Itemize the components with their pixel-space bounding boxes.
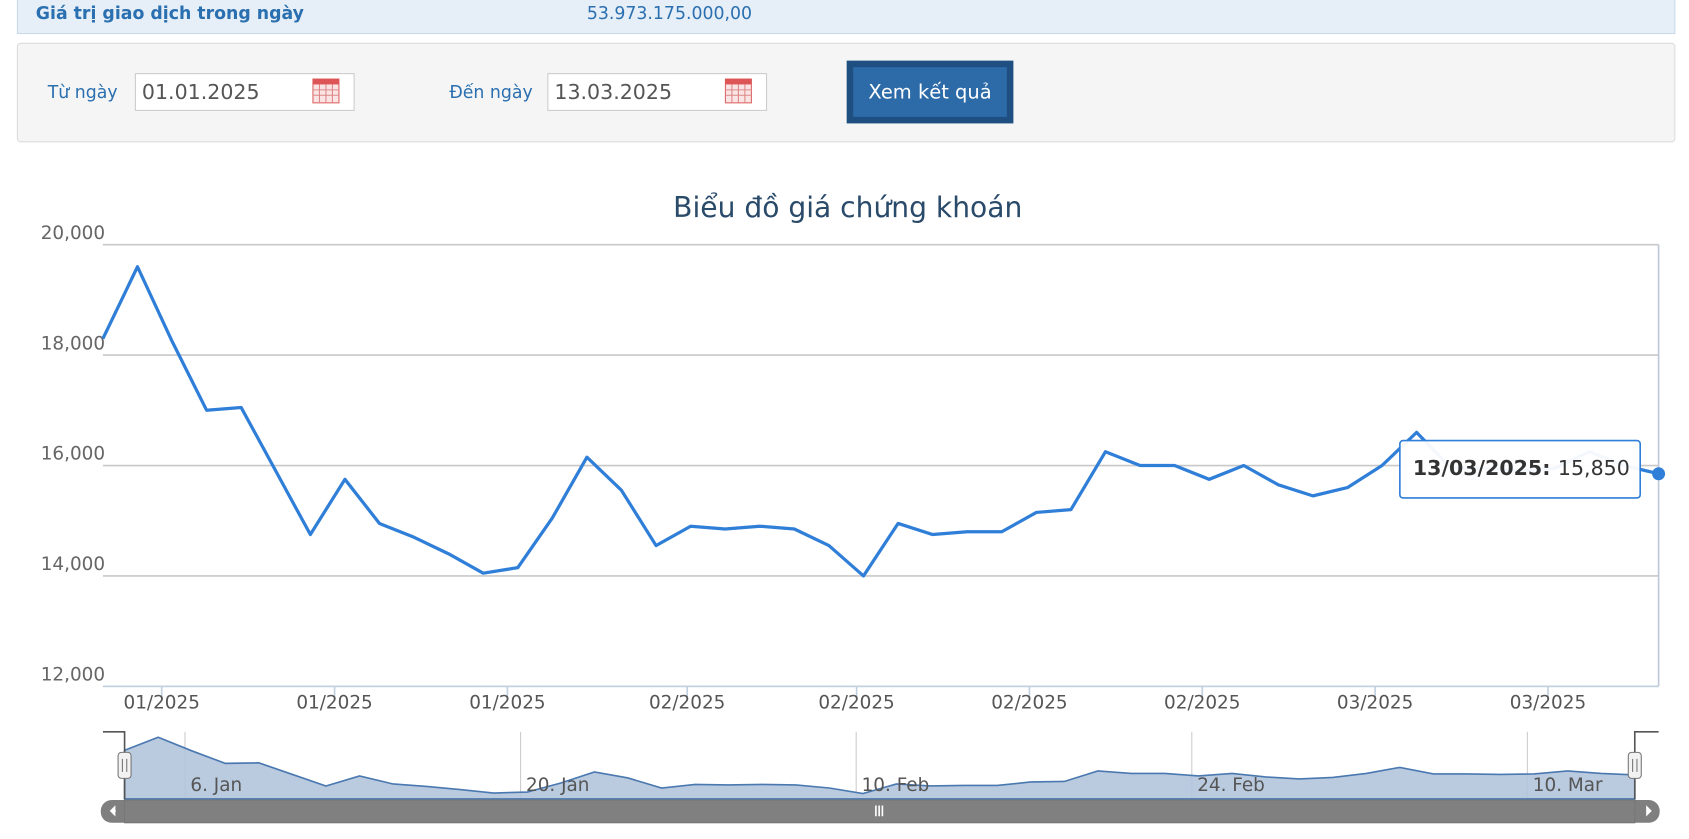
to-value: 13.03.2025 (554, 80, 672, 104)
navigator-label: 6. Jan (190, 775, 242, 796)
tooltip-date: 13/03/2025: (1413, 456, 1551, 480)
info-value: 53.973.175.000,00 (587, 4, 752, 24)
navigator-label: 24. Feb (1197, 775, 1265, 796)
x-tick-label: 02/2025 (991, 693, 1067, 714)
navigator-handle[interactable] (1627, 751, 1642, 779)
x-tick-label: 02/2025 (818, 693, 894, 714)
button-label[interactable]: Xem kết quả (868, 81, 991, 104)
x-tick-label: 01/2025 (469, 693, 545, 714)
x-tick-label: 02/2025 (649, 693, 725, 714)
tooltip-value: 15,850 (1558, 456, 1630, 480)
handle-grip (121, 758, 128, 772)
navigator-label: 10. Mar (1533, 775, 1603, 796)
info-label: Giá trị giao dịch trong ngày (36, 4, 304, 24)
x-tick-label: 01/2025 (123, 693, 199, 714)
scroll-right-arrow (1646, 805, 1652, 817)
handle-grip (1632, 758, 1638, 772)
scroll-grip (875, 805, 884, 817)
y-tick-label: 18,000 (41, 333, 105, 354)
y-tick-label: 20,000 (41, 223, 105, 244)
calendar-icon[interactable] (312, 78, 340, 104)
tooltip (1399, 439, 1642, 499)
navigator-label: 10. Feb (862, 775, 930, 796)
x-tick-label: 03/2025 (1337, 693, 1413, 714)
y-tick-label: 14,000 (41, 554, 105, 575)
scroll-left-arrow (109, 805, 116, 817)
from-value: 01.01.2025 (142, 80, 260, 104)
filter-panel (16, 42, 1676, 143)
info-bar (16, 0, 1676, 35)
submit-button[interactable]: Xem kết quả (846, 60, 1014, 124)
x-tick-label: 02/2025 (1164, 693, 1240, 714)
last-point (1652, 467, 1666, 481)
x-tick-label: 01/2025 (296, 693, 372, 714)
from-label: Từ ngày (47, 83, 118, 103)
y-tick-label: 12,000 (41, 665, 105, 686)
chart-title: Biểu đồ giá chứng khoán (673, 191, 1022, 224)
calendar-icon[interactable] (724, 78, 752, 104)
navigator-handle[interactable] (117, 751, 132, 779)
y-tick-label: 16,000 (41, 444, 105, 465)
navigator-label: 20. Jan (526, 775, 589, 796)
price-line (101, 265, 1659, 578)
navigator-area (123, 736, 1636, 800)
x-tick-label: 03/2025 (1510, 693, 1586, 714)
to-label: Đến ngày (449, 82, 532, 103)
